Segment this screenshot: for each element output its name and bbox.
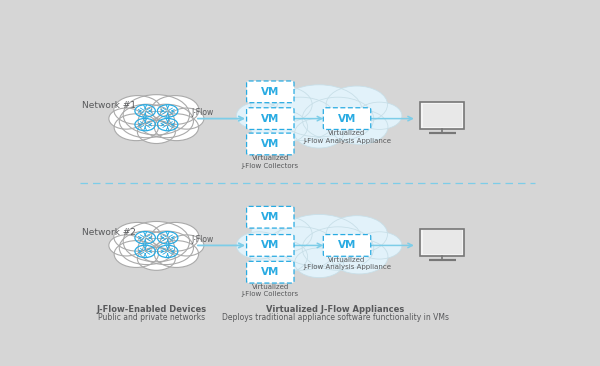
Circle shape: [137, 247, 175, 270]
FancyBboxPatch shape: [247, 261, 294, 283]
Text: VM: VM: [261, 212, 280, 222]
Circle shape: [169, 235, 204, 256]
Circle shape: [109, 235, 143, 256]
Circle shape: [331, 239, 388, 274]
Circle shape: [250, 239, 308, 274]
FancyBboxPatch shape: [423, 104, 462, 127]
Circle shape: [114, 240, 158, 268]
Text: Network #2: Network #2: [82, 228, 136, 237]
Text: VM: VM: [338, 240, 356, 250]
Circle shape: [114, 114, 158, 141]
FancyBboxPatch shape: [247, 81, 294, 103]
Circle shape: [251, 86, 312, 123]
FancyBboxPatch shape: [247, 108, 294, 130]
Text: VM: VM: [261, 139, 280, 149]
FancyBboxPatch shape: [247, 235, 294, 256]
Circle shape: [326, 216, 388, 253]
Circle shape: [302, 227, 374, 270]
Text: VM: VM: [261, 87, 280, 97]
Text: VM: VM: [261, 267, 280, 277]
Circle shape: [138, 231, 193, 265]
Text: VM: VM: [261, 113, 280, 124]
Text: J-Flow-Enabled Devices: J-Flow-Enabled Devices: [97, 306, 207, 314]
Text: Virtualized
J-Flow Collectors: Virtualized J-Flow Collectors: [242, 284, 299, 297]
Circle shape: [357, 102, 402, 130]
Text: Virtualized J-Flow Appliances: Virtualized J-Flow Appliances: [266, 306, 404, 314]
Circle shape: [357, 232, 402, 259]
Text: J-Flow: J-Flow: [192, 108, 214, 117]
Circle shape: [138, 104, 193, 138]
Circle shape: [123, 221, 190, 262]
Circle shape: [109, 108, 143, 129]
Circle shape: [331, 109, 388, 144]
Text: Deploys traditional appliance software functionality in VMs: Deploys traditional appliance software f…: [222, 313, 449, 322]
Circle shape: [251, 216, 312, 253]
Circle shape: [154, 114, 199, 141]
Circle shape: [265, 97, 336, 141]
Text: Public and private networks: Public and private networks: [98, 313, 205, 322]
Text: Virtualized
J-Flow Analysis Appliance: Virtualized J-Flow Analysis Appliance: [303, 130, 391, 143]
Circle shape: [119, 104, 175, 138]
Circle shape: [114, 96, 161, 124]
Circle shape: [151, 223, 199, 251]
Circle shape: [236, 232, 281, 259]
FancyBboxPatch shape: [420, 102, 464, 129]
Text: VM: VM: [261, 240, 280, 250]
Circle shape: [326, 86, 388, 123]
Circle shape: [276, 214, 362, 266]
Circle shape: [265, 227, 336, 270]
Circle shape: [295, 248, 344, 278]
Circle shape: [295, 118, 344, 148]
Circle shape: [236, 102, 281, 130]
Circle shape: [276, 85, 362, 137]
Circle shape: [250, 109, 308, 144]
FancyBboxPatch shape: [420, 229, 464, 256]
Circle shape: [137, 120, 175, 143]
Text: J-Flow: J-Flow: [192, 235, 214, 244]
Circle shape: [154, 240, 199, 268]
FancyBboxPatch shape: [247, 133, 294, 155]
Circle shape: [123, 95, 190, 135]
Circle shape: [119, 231, 175, 265]
FancyBboxPatch shape: [323, 235, 371, 256]
Text: Virtualized
J-Flow Collectors: Virtualized J-Flow Collectors: [242, 156, 299, 169]
Text: Virtualized
J-Flow Analysis Appliance: Virtualized J-Flow Analysis Appliance: [303, 257, 391, 270]
Text: VM: VM: [338, 113, 356, 124]
Circle shape: [169, 108, 204, 129]
Circle shape: [151, 96, 199, 124]
FancyBboxPatch shape: [323, 108, 371, 130]
FancyBboxPatch shape: [247, 206, 294, 228]
Circle shape: [114, 223, 161, 251]
FancyBboxPatch shape: [423, 231, 462, 254]
Text: Network #1: Network #1: [82, 101, 136, 111]
Circle shape: [302, 97, 374, 141]
